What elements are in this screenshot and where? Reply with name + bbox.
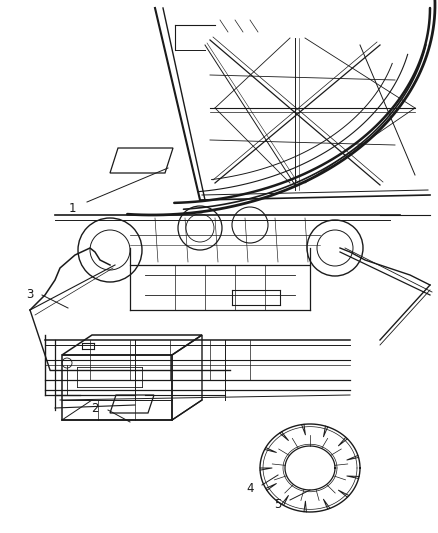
Text: 4: 4 [246, 481, 254, 495]
Text: 2: 2 [91, 401, 99, 415]
Text: 3: 3 [26, 288, 34, 302]
Text: 1: 1 [68, 201, 76, 214]
Text: 5: 5 [274, 498, 282, 512]
